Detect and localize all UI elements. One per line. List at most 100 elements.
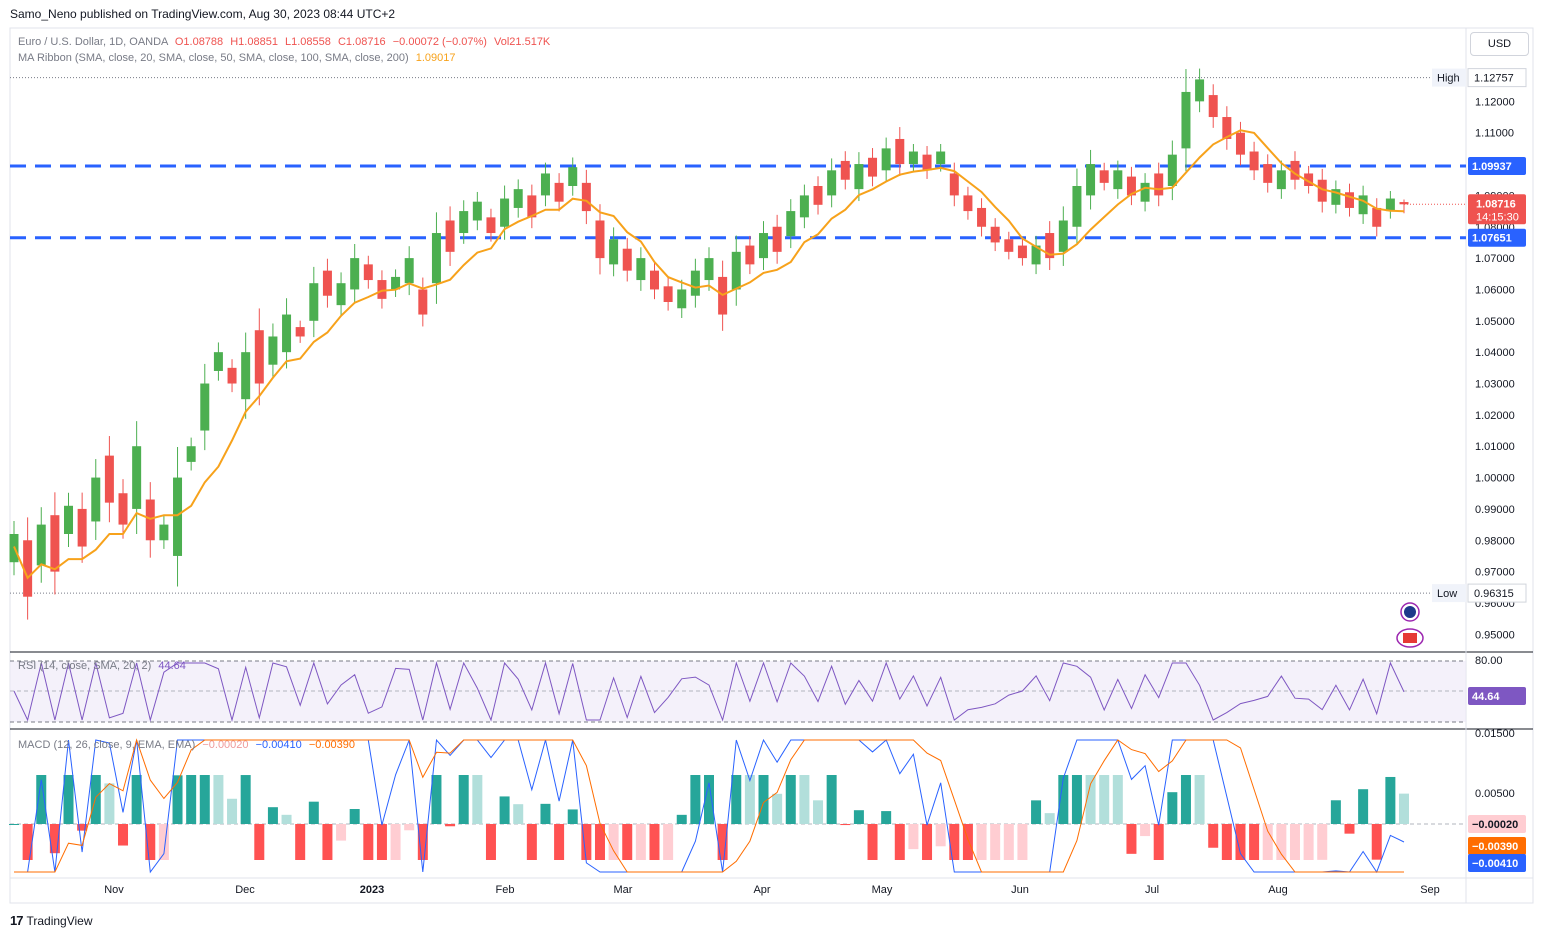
rsi-legend: RSI (14, close, SMA, 20, 2) 44.64	[18, 660, 186, 672]
rsi-line	[13, 661, 1405, 722]
macd-hist-bar	[1140, 824, 1151, 837]
candle	[1276, 170, 1286, 190]
candle	[36, 524, 46, 566]
candle	[336, 283, 346, 306]
ohlc-volume: Vol21.517K	[494, 36, 551, 48]
macd-hist-bar	[1235, 824, 1246, 860]
price-tick-label: 1.07000	[1475, 253, 1515, 265]
candle	[459, 211, 469, 234]
candle	[677, 289, 687, 309]
candle	[745, 245, 755, 265]
macd-hist-bar	[1003, 824, 1014, 860]
candle	[227, 367, 237, 384]
candle	[377, 280, 387, 299]
time-label: Apr	[753, 884, 770, 896]
candle	[990, 226, 1000, 243]
axis-tags: High 1.12757 Low 0.96315 1.09937 1.07651 1.087…	[1396, 68, 1527, 872]
ohlc-low: L1.08558	[285, 36, 331, 48]
macd-hist-bar	[131, 775, 142, 824]
time-label: Nov	[104, 884, 124, 896]
macd-hist-bar	[554, 824, 565, 860]
macd-hist-bar	[526, 824, 537, 860]
candle	[799, 195, 809, 218]
macd-hist-bar	[158, 824, 169, 860]
candle	[1113, 170, 1123, 190]
hl-value: 1.12757	[1474, 73, 1514, 85]
candle	[186, 446, 196, 462]
price-tick-label: 1.01000	[1475, 441, 1515, 453]
candle	[350, 258, 360, 290]
candle	[1072, 186, 1082, 227]
ma-legend: MA Ribbon (SMA, close, 20, SMA, close, 5…	[18, 52, 456, 64]
macd-hist-bar	[472, 775, 483, 824]
last-price: 1.08716	[1476, 198, 1516, 210]
candle	[1263, 164, 1273, 183]
macd-hist-bar	[213, 775, 224, 824]
macd-hist-bar	[540, 803, 551, 824]
candle	[690, 270, 700, 296]
macd-hist-bar	[813, 800, 824, 824]
candle	[895, 138, 905, 165]
ma-title: MA Ribbon (SMA, close, 20, SMA, close, 5…	[18, 52, 409, 64]
candle	[840, 160, 850, 180]
macd-hist-bar	[853, 810, 864, 824]
macd-hist-bar	[1317, 824, 1328, 860]
time-label: Aug	[1268, 884, 1288, 896]
macd-hist-bar	[908, 824, 919, 850]
macd-line-tag-bg	[1468, 854, 1526, 872]
us-flag-icon-inner	[1403, 633, 1417, 643]
macd-hist-bar	[336, 824, 347, 841]
macd-hist-bar	[322, 824, 333, 860]
macd-hist-bar	[676, 814, 687, 824]
hl-label-bg	[1432, 584, 1466, 603]
macd-signal-tag-bg	[1468, 837, 1526, 855]
ohlc-close: C1.08716	[337, 36, 386, 48]
candle	[513, 189, 523, 208]
candle	[132, 446, 142, 509]
candle	[1031, 245, 1041, 265]
macd-hist-bar	[499, 796, 510, 824]
macd-hist-bar	[240, 775, 251, 824]
macd-hist-bar	[785, 775, 796, 824]
currency-button[interactable]: USD	[1470, 32, 1529, 56]
macd-hist-bar	[445, 824, 456, 827]
macd-hist-bar	[608, 824, 619, 860]
time-label: Jul	[1145, 884, 1159, 896]
candle	[949, 173, 959, 196]
candle	[1004, 239, 1014, 252]
price-tick-label: 1.05000	[1475, 316, 1515, 328]
macd-hist-bar	[295, 824, 306, 860]
main-legend: Euro / U.S. Dollar, 1D, OANDA O1.08788 H…	[18, 36, 550, 48]
macd-hist-bar	[390, 824, 401, 860]
rsi-pane: 80.00	[10, 655, 1503, 723]
footer-brand: TradingView	[26, 913, 93, 928]
candle	[1126, 176, 1136, 196]
candle	[731, 251, 741, 290]
price-tick-label: 0.98000	[1475, 535, 1515, 547]
macd-hist-bar	[1221, 824, 1232, 860]
candle	[1304, 173, 1314, 186]
time-label: Jun	[1011, 884, 1029, 896]
macd-hist-bar	[962, 824, 973, 860]
hl-value-bg	[1467, 68, 1527, 88]
macd-hist-bar	[758, 775, 769, 824]
macd-hist-bar	[349, 809, 360, 824]
candle	[922, 154, 932, 171]
macd-hist-bar	[1371, 824, 1382, 860]
candle	[472, 201, 482, 221]
macd-hist-bar	[594, 824, 605, 860]
macd-hist-bar	[63, 775, 74, 824]
ma-ribbon	[13, 129, 1405, 580]
candle	[91, 477, 101, 522]
macd-hist-bar	[663, 824, 674, 860]
rsi-tag: 44.64	[1472, 691, 1500, 703]
candle	[704, 258, 714, 281]
macd-signal-value: −0.00390	[308, 739, 356, 751]
price-tick-label: 1.06000	[1475, 284, 1515, 296]
candle	[568, 167, 578, 186]
candle	[759, 233, 769, 259]
candle	[118, 493, 128, 525]
candle	[1235, 132, 1245, 155]
hl-label: High	[1437, 73, 1460, 85]
